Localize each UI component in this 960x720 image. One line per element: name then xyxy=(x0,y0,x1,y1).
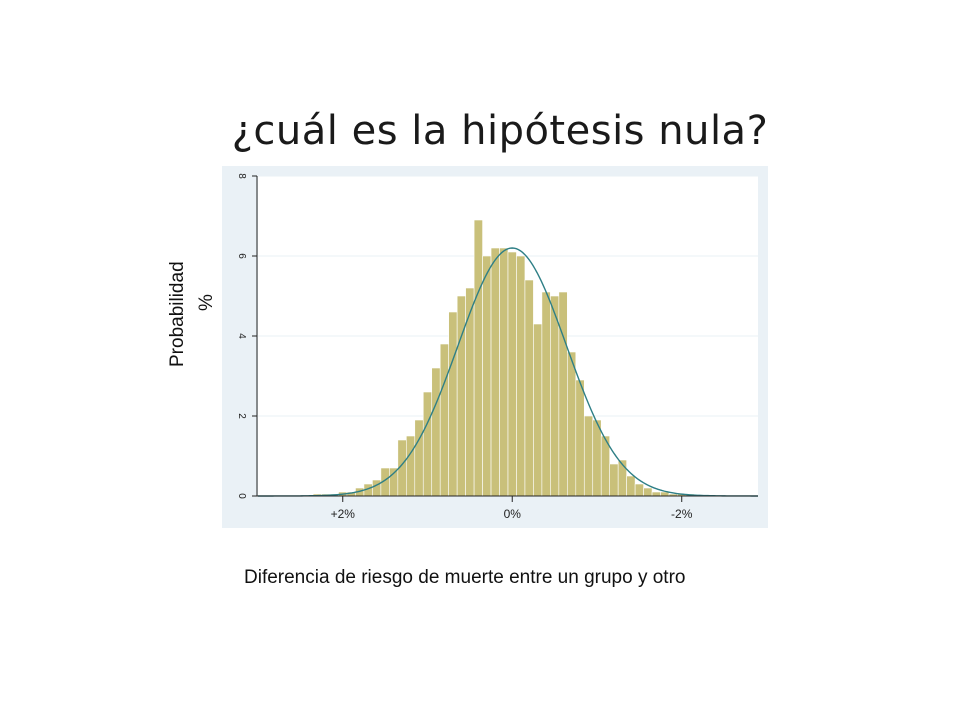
histogram-bar xyxy=(550,295,560,497)
y-tick-label: 0 xyxy=(236,493,247,499)
x-axis-ticks: +2% 0% -2% xyxy=(331,496,693,521)
histogram-bar xyxy=(389,467,399,497)
histogram-bar xyxy=(456,295,466,497)
histogram-bar xyxy=(507,251,517,497)
histogram-bar xyxy=(414,419,424,497)
histogram-bar xyxy=(626,475,636,497)
slide-title: ¿cuál es la hipótesis nula? xyxy=(231,108,769,154)
histogram-bar xyxy=(634,483,644,497)
histogram-bar xyxy=(575,379,585,497)
histogram-bar xyxy=(406,435,416,497)
histogram-bar xyxy=(567,351,577,497)
y-tick-label: 2 xyxy=(236,413,247,419)
histogram-bar xyxy=(439,343,449,497)
histogram-bar xyxy=(448,311,458,497)
histogram-bar xyxy=(592,419,602,497)
histogram-bars xyxy=(312,219,695,497)
histogram-bar xyxy=(372,479,382,497)
y-axis-title-line-1: Probabilidad xyxy=(167,261,188,367)
histogram-bar xyxy=(558,291,568,497)
histogram-bar xyxy=(541,291,551,497)
x-tick-label: 0% xyxy=(504,507,522,521)
y-tick-label: 8 xyxy=(236,173,247,179)
y-tick-label: 6 xyxy=(236,253,247,259)
histogram-chart: 0 2 4 6 8 +2% 0% -2% xyxy=(222,166,768,528)
x-tick-label: -2% xyxy=(671,507,693,521)
x-axis-title: Diferencia de riesgo de muerte entre un … xyxy=(244,567,686,588)
histogram-bar xyxy=(490,247,500,497)
histogram-bar xyxy=(422,391,433,497)
histogram-bar xyxy=(473,219,483,497)
y-axis-title: Probabilidad % xyxy=(160,234,230,369)
histogram-bar xyxy=(643,487,653,497)
histogram-bar xyxy=(651,491,661,497)
histogram-bar xyxy=(499,247,509,497)
y-tick-label: 4 xyxy=(236,333,247,339)
histogram-bar xyxy=(533,323,543,497)
histogram-bar xyxy=(516,255,526,497)
y-axis-ticks: 0 2 4 6 8 xyxy=(236,173,257,499)
histogram-bar xyxy=(431,367,441,497)
normal-curve xyxy=(257,247,758,497)
histogram-bar xyxy=(583,415,594,497)
histogram-bar xyxy=(524,279,534,497)
x-tick-label: +2% xyxy=(331,507,356,521)
y-axis-title-line-2: % xyxy=(196,294,217,311)
histogram-bar xyxy=(609,463,619,497)
histogram-bar xyxy=(482,255,492,497)
